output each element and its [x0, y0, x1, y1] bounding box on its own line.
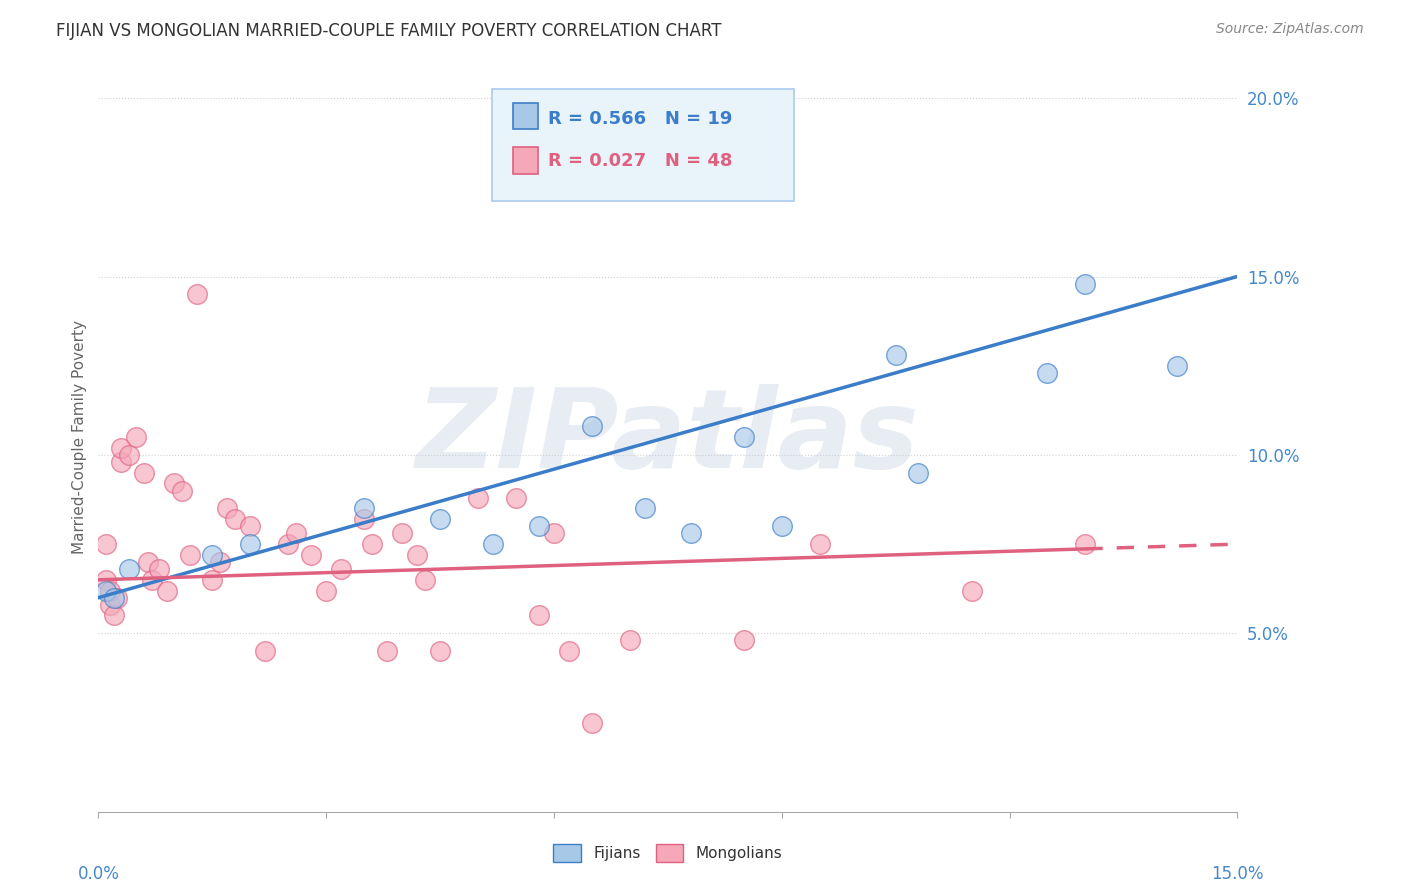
Point	[110, 441, 132, 455]
Point	[141, 573, 163, 587]
Point	[634, 501, 657, 516]
Point	[1074, 537, 1097, 551]
Point	[277, 537, 299, 551]
Point	[505, 491, 527, 505]
Point	[148, 562, 170, 576]
Point	[527, 519, 550, 533]
Point	[527, 608, 550, 623]
Point	[208, 555, 231, 569]
Point	[94, 573, 117, 587]
Point	[406, 548, 429, 562]
Text: FIJIAN VS MONGOLIAN MARRIED-COUPLE FAMILY POVERTY CORRELATION CHART: FIJIAN VS MONGOLIAN MARRIED-COUPLE FAMIL…	[56, 22, 721, 40]
Point	[98, 583, 121, 598]
Text: ZIPatlas: ZIPatlas	[416, 384, 920, 491]
Point	[375, 644, 398, 658]
Point	[201, 573, 224, 587]
Point	[110, 455, 132, 469]
Text: Source: ZipAtlas.com: Source: ZipAtlas.com	[1216, 22, 1364, 37]
Point	[156, 583, 179, 598]
Point	[581, 419, 603, 434]
Text: 15.0%: 15.0%	[1211, 865, 1264, 883]
Point	[619, 633, 641, 648]
Point	[960, 583, 983, 598]
Point	[103, 591, 125, 605]
Point	[770, 519, 793, 533]
Text: R = 0.566   N = 19: R = 0.566 N = 19	[548, 110, 733, 128]
Point	[907, 466, 929, 480]
Point	[413, 573, 436, 587]
Point	[107, 591, 129, 605]
Text: R = 0.027   N = 48: R = 0.027 N = 48	[548, 152, 733, 169]
Legend: Fijians, Mongolians: Fijians, Mongolians	[547, 838, 789, 868]
Point	[558, 644, 581, 658]
Point	[94, 583, 117, 598]
Point	[884, 348, 907, 362]
Point	[733, 430, 755, 444]
Point	[360, 537, 382, 551]
Point	[254, 644, 277, 658]
Point	[1074, 277, 1097, 291]
Point	[330, 562, 353, 576]
Point	[1166, 359, 1188, 373]
Point	[132, 466, 155, 480]
Point	[429, 644, 451, 658]
Point	[482, 537, 505, 551]
Point	[679, 526, 702, 541]
Text: 0.0%: 0.0%	[77, 865, 120, 883]
Point	[118, 562, 141, 576]
Point	[581, 715, 603, 730]
Point	[94, 537, 117, 551]
Y-axis label: Married-Couple Family Poverty: Married-Couple Family Poverty	[72, 320, 87, 554]
Point	[353, 512, 375, 526]
Point	[353, 501, 375, 516]
Point	[118, 448, 141, 462]
Point	[103, 608, 125, 623]
Point	[224, 512, 246, 526]
Point	[467, 491, 489, 505]
Point	[808, 537, 831, 551]
Point	[429, 512, 451, 526]
Point	[239, 519, 262, 533]
Point	[163, 476, 186, 491]
Point	[201, 548, 224, 562]
Point	[170, 483, 193, 498]
Point	[239, 537, 262, 551]
Point	[125, 430, 148, 444]
Point	[186, 287, 208, 301]
Point	[315, 583, 337, 598]
Point	[284, 526, 307, 541]
Point	[733, 633, 755, 648]
Point	[98, 598, 121, 612]
Point	[543, 526, 565, 541]
Point	[179, 548, 201, 562]
Point	[391, 526, 413, 541]
Point	[136, 555, 159, 569]
Point	[299, 548, 322, 562]
Point	[217, 501, 239, 516]
Point	[1036, 366, 1059, 380]
